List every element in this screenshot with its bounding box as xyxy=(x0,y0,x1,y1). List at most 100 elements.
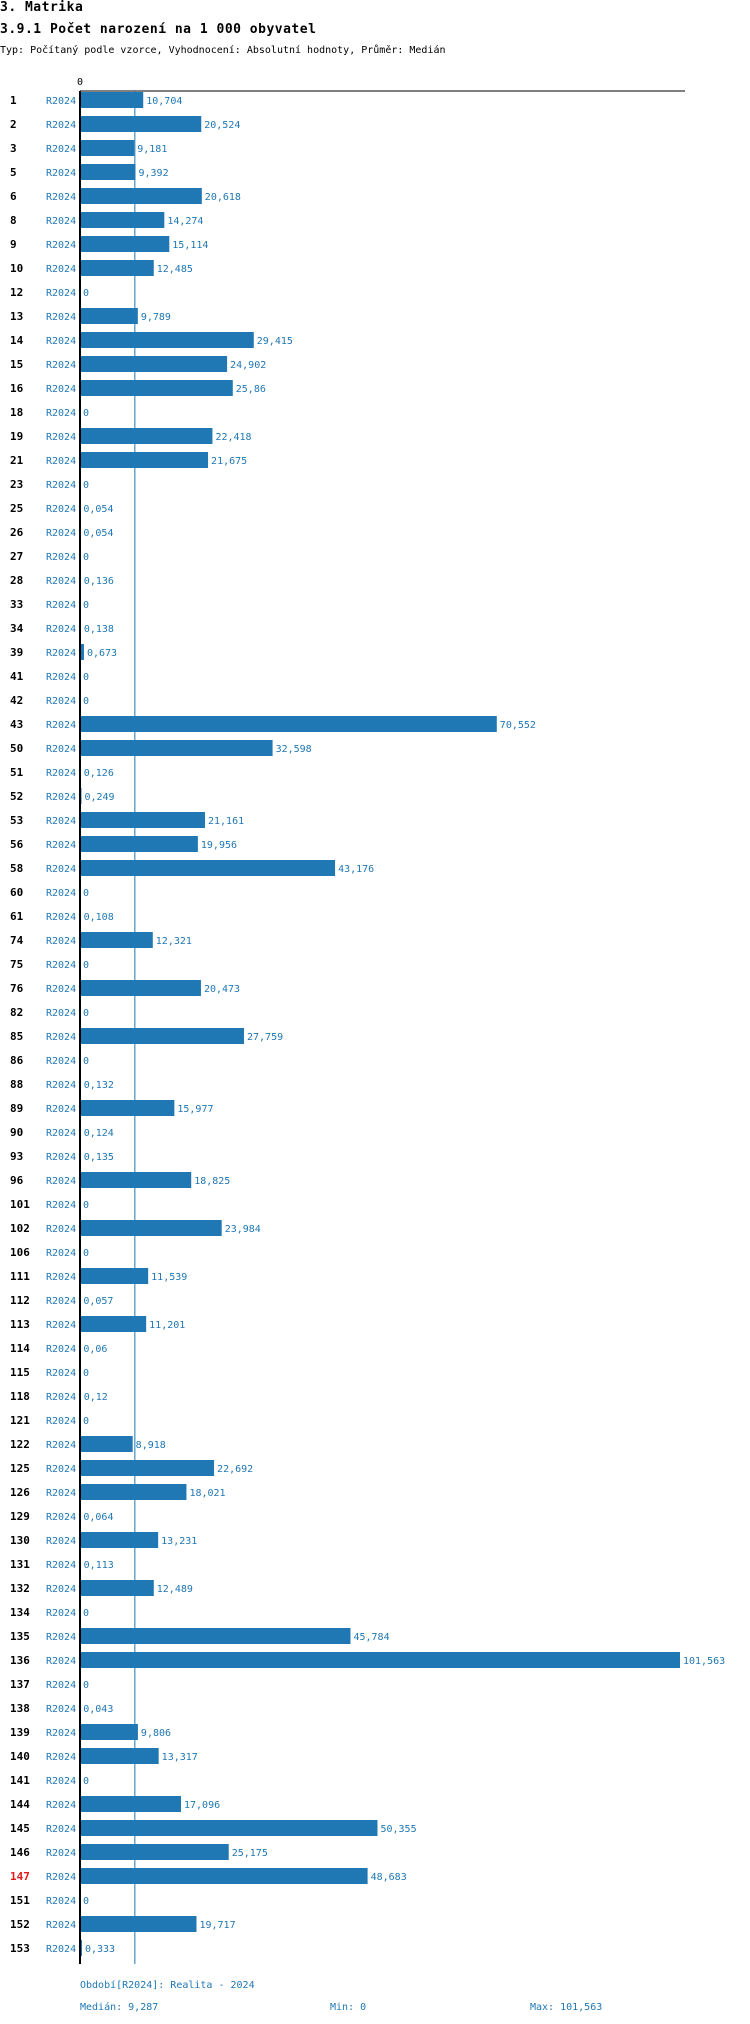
row-id-label: 18 xyxy=(10,406,23,419)
series-label: R2024 xyxy=(46,1464,76,1475)
series-label: R2024 xyxy=(46,96,76,107)
bar xyxy=(80,212,165,228)
row-id-label: 135 xyxy=(10,1630,30,1643)
row-id-label: 58 xyxy=(10,862,23,875)
bar xyxy=(80,644,84,660)
chart-type-line: Typ: Počítaný podle vzorce, Vyhodnocení:… xyxy=(0,45,446,56)
series-label: R2024 xyxy=(46,1872,76,1883)
row-id-label: 21 xyxy=(10,454,24,467)
series-label: R2024 xyxy=(46,1440,76,1451)
series-label: R2024 xyxy=(46,1176,76,1187)
bar xyxy=(80,116,202,132)
row-id-label: 90 xyxy=(10,1126,23,1139)
bar xyxy=(80,932,153,948)
bar-value-label: 21,161 xyxy=(208,816,244,827)
series-label: R2024 xyxy=(46,840,76,851)
row-id-label: 139 xyxy=(10,1726,30,1739)
row-id-label: 118 xyxy=(10,1390,30,1403)
series-label: R2024 xyxy=(46,192,76,203)
row-id-label: 41 xyxy=(10,670,24,683)
bar xyxy=(80,1172,192,1188)
bar-value-label: 32,598 xyxy=(276,744,312,755)
chart-title: 3.9.1 Počet narození na 1 000 obyvatel xyxy=(0,22,317,37)
row-id-label: 129 xyxy=(10,1510,30,1523)
series-label: R2024 xyxy=(46,888,76,899)
bar xyxy=(80,740,273,756)
bar xyxy=(80,1460,215,1476)
bar-value-label: 0 xyxy=(83,1008,89,1019)
row-id-label: 39 xyxy=(10,646,23,659)
series-label: R2024 xyxy=(46,408,76,419)
bar xyxy=(80,452,209,468)
bar-value-label: 0 xyxy=(83,672,89,683)
bar-value-label: 45,784 xyxy=(353,1632,389,1643)
series-label: R2024 xyxy=(46,960,76,971)
row-id-label: 60 xyxy=(10,886,23,899)
bar-value-label: 9,392 xyxy=(138,168,168,179)
series-label: R2024 xyxy=(46,600,76,611)
bar xyxy=(80,1748,159,1764)
bar-value-label: 24,902 xyxy=(230,360,266,371)
bar xyxy=(80,1844,229,1860)
bar-value-label: 9,806 xyxy=(141,1728,171,1739)
row-id-label: 3 xyxy=(10,142,17,155)
bar-value-label: 101,563 xyxy=(683,1656,725,1667)
row-id-label: 106 xyxy=(10,1246,30,1259)
bar-value-label: 8,918 xyxy=(136,1440,166,1451)
row-id-label: 85 xyxy=(10,1030,23,1043)
bar xyxy=(80,1628,351,1644)
bar xyxy=(80,1268,149,1284)
bar-value-label: 0 xyxy=(83,1056,89,1067)
row-id-label: 134 xyxy=(10,1606,30,1619)
row-id-label: 74 xyxy=(10,934,24,947)
bar xyxy=(80,836,198,852)
series-label: R2024 xyxy=(46,768,76,779)
bar-value-label: 0 xyxy=(83,1896,89,1907)
series-label: R2024 xyxy=(46,1680,76,1691)
bar xyxy=(80,716,497,732)
row-id-label: 75 xyxy=(10,958,23,971)
row-id-label: 56 xyxy=(10,838,24,851)
series-label: R2024 xyxy=(46,1608,76,1619)
bar-value-label: 18,825 xyxy=(194,1176,230,1187)
row-id-label: 14 xyxy=(10,334,24,347)
bar-value-label: 0,135 xyxy=(84,1152,114,1163)
row-id-label: 140 xyxy=(10,1750,30,1763)
bar-value-label: 22,418 xyxy=(215,432,251,443)
bar-value-label: 0,06 xyxy=(83,1344,107,1355)
bar xyxy=(80,308,138,324)
row-id-label: 113 xyxy=(10,1318,30,1331)
series-label: R2024 xyxy=(46,624,76,635)
row-id-label: 112 xyxy=(10,1294,30,1307)
row-id-label: 96 xyxy=(10,1174,24,1187)
series-label: R2024 xyxy=(46,1344,76,1355)
row-id-label: 5 xyxy=(10,166,17,179)
row-id-label: 42 xyxy=(10,694,23,707)
bar-value-label: 0 xyxy=(83,480,89,491)
bar xyxy=(80,1724,138,1740)
bar-value-label: 0 xyxy=(83,600,89,611)
bar-value-label: 20,524 xyxy=(204,120,240,131)
bar-value-label: 19,717 xyxy=(199,1920,235,1931)
row-id-label: 114 xyxy=(10,1342,30,1355)
bar-value-label: 19,956 xyxy=(201,840,237,851)
bar-value-label: 14,274 xyxy=(167,216,203,227)
row-id-label: 115 xyxy=(10,1366,30,1379)
footer-median: Medián: 9,287 xyxy=(80,2002,159,2013)
bar-value-label: 13,231 xyxy=(161,1536,197,1547)
row-id-label: 15 xyxy=(10,358,23,371)
bar-value-label: 0 xyxy=(83,1608,89,1619)
row-id-label: 12 xyxy=(10,286,23,299)
row-id-label: 2 xyxy=(10,118,17,131)
row-id-label: 121 xyxy=(10,1414,30,1427)
bar-value-label: 23,984 xyxy=(225,1224,261,1235)
series-label: R2024 xyxy=(46,1248,76,1259)
row-id-label: 136 xyxy=(10,1654,30,1667)
bar-value-label: 0 xyxy=(83,1248,89,1259)
series-label: R2024 xyxy=(46,936,76,947)
bar-value-label: 0 xyxy=(83,1776,89,1787)
bar-value-label: 9,181 xyxy=(137,144,167,155)
row-id-label: 152 xyxy=(10,1918,30,1931)
series-label: R2024 xyxy=(46,1752,76,1763)
bar-value-label: 25,86 xyxy=(236,384,266,395)
